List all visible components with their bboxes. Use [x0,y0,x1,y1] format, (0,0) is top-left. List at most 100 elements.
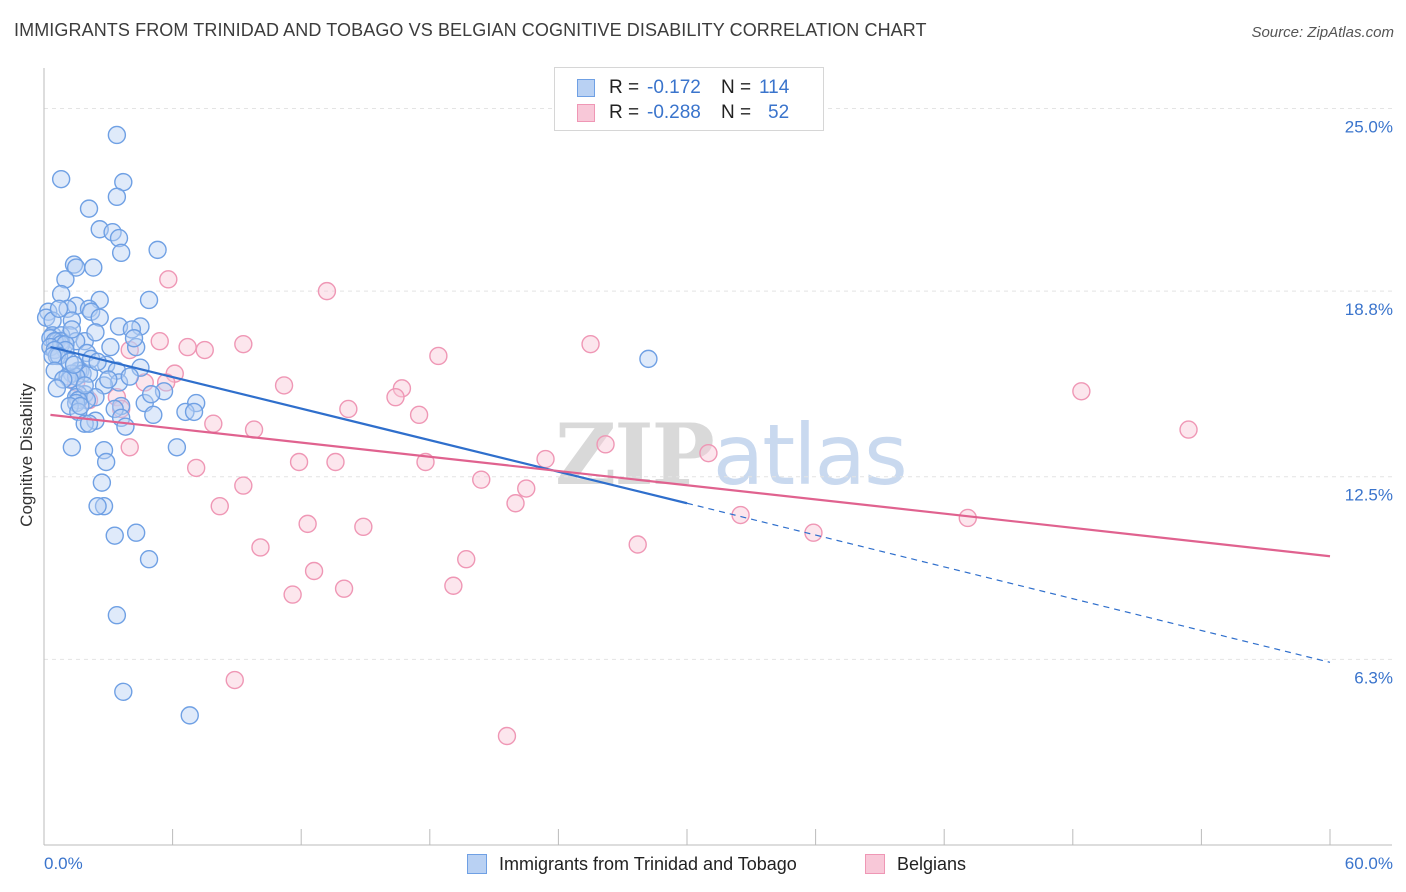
legend-n-label: N = [721,102,752,123]
point-trinidad-tobago [141,385,161,404]
watermark-atlas: atlas [712,406,908,504]
point-trinidad-tobago [124,329,144,348]
point-belgians [386,387,405,407]
point-belgians [409,405,429,425]
point-belgians [472,470,491,489]
point-belgians [244,420,264,439]
point-belgians [120,438,139,457]
legend-n-value: 52 [768,102,790,123]
point-trinidad-tobago [64,355,84,374]
bottom-legend-belgians: Belgians [865,852,966,876]
y-tick-label: 25.0% [1345,117,1393,136]
legend-r-value: -0.288 [647,102,701,123]
point-belgians [251,538,270,557]
source-label: Source: ZipAtlas.com [1251,24,1394,41]
point-belgians [354,517,373,537]
point-belgians [506,494,525,513]
point-belgians [699,443,718,463]
trend-lines [50,346,1331,663]
bottom-legend-label: Belgians [897,853,967,874]
tick-labels: 6.3% 12.5% 18.8% 25.0% 0.0% 60.0% [44,117,1393,873]
point-trinidad-tobago [180,706,199,725]
legend-r-label: R = [609,77,640,98]
point-belgians [274,376,294,395]
point-trinidad-tobago [88,496,107,516]
point-trinidad-tobago [101,337,120,357]
point-belgians [234,476,253,495]
point-trinidad-tobago [94,496,114,516]
point-belgians [195,340,214,360]
legend-r-label: R = [609,102,640,123]
point-belgians [1179,420,1198,439]
point-trinidad-tobago [56,270,75,289]
point-trinidad-tobago [47,379,67,398]
point-belgians [210,496,229,516]
point-trinidad-tobago [62,438,82,457]
point-belgians [317,281,337,301]
y-tick-label: 12.5% [1345,486,1393,505]
series-belgians [66,270,1198,746]
bottom-legend-label: Immigrants from Trinidad and Tobago [499,853,797,874]
point-belgians [536,449,555,469]
point-trinidad-tobago [116,417,135,436]
legend-row-belgians: R = -0.288 N = 52 [577,101,789,125]
point-trinidad-tobago [114,682,133,701]
series-trinidad-tobago [36,125,658,725]
y-tick-label: 6.3% [1354,668,1393,687]
point-belgians [304,561,324,581]
point-belgians [628,535,647,554]
x-tick-label: 60.0% [1345,854,1393,873]
point-belgians [225,670,244,690]
point-trinidad-tobago [86,323,105,342]
chart-title: IMMIGRANTS FROM TRINIDAD AND TOBAGO VS B… [14,20,927,40]
point-trinidad-tobago [49,299,69,318]
legend-n-value: 114 [759,77,790,98]
axes [43,68,1392,846]
point-belgians [159,270,178,289]
point-trinidad-tobago [92,473,112,492]
watermark: ZIPatlas [555,405,908,504]
point-trinidad-tobago [120,367,139,386]
point-belgians [204,414,223,433]
bottom-legend-swatch-pink [865,854,885,874]
point-belgians [334,579,354,598]
point-belgians [731,505,750,525]
point-trinidad-tobago [639,349,658,369]
legend-swatch-pink [577,104,595,122]
point-trinidad-tobago [111,243,131,263]
point-trinidad-tobago [109,373,129,392]
point-trinidad-tobago [107,187,127,207]
point-trinidad-tobago [84,258,103,277]
point-trinidad-tobago [79,199,99,218]
point-belgians [457,550,476,569]
point-belgians [150,332,169,351]
point-trinidad-tobago [109,228,129,248]
point-trinidad-tobago [99,370,118,389]
trend-line-trinidad-tobago [50,346,688,505]
point-belgians [186,458,206,478]
point-trinidad-tobago [71,396,90,416]
point-belgians [298,514,317,534]
point-belgians [497,726,517,746]
point-trinidad-tobago [107,606,127,625]
point-belgians [283,585,302,604]
point-trinidad-tobago [126,523,146,542]
point-belgians [581,334,600,354]
point-trinidad-tobago [90,308,109,327]
point-belgians [596,435,615,454]
point-trinidad-tobago [105,526,124,545]
point-trinidad-tobago [62,320,82,339]
bottom-legend-trinidad-tobago: Immigrants from Trinidad and Tobago [467,852,797,876]
point-trinidad-tobago [139,290,159,310]
legend-swatch-blue [577,79,595,97]
point-trinidad-tobago [148,240,167,260]
point-belgians [339,399,358,419]
point-belgians [326,452,345,472]
correlation-legend: R = -0.172 N = 114 R = -0.288 N = 52 [554,67,824,131]
point-belgians [429,346,448,366]
trend-line-trinidad-tobago-extension [686,502,1331,663]
point-trinidad-tobago [144,405,163,425]
watermark-zip: ZIP [555,405,715,504]
legend-n-label: N = [721,77,752,98]
